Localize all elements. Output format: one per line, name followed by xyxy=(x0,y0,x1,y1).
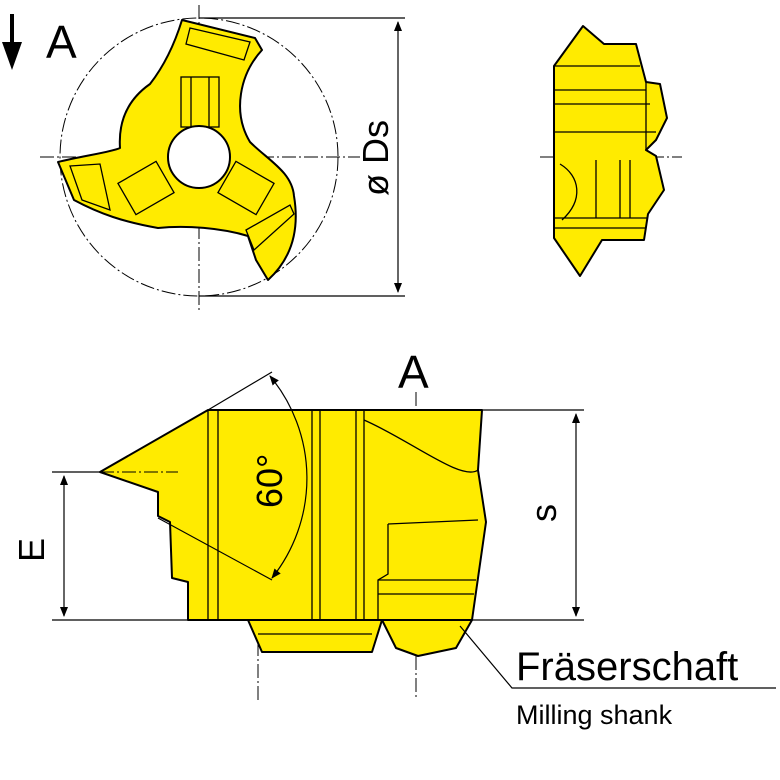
height-label: E xyxy=(11,538,52,562)
screw-pocket xyxy=(217,160,275,216)
top-view: ø Ds xyxy=(40,5,405,310)
diameter-label: ø Ds xyxy=(355,120,396,196)
lobe-facet xyxy=(69,163,111,212)
down-arrow-icon xyxy=(2,14,22,70)
callout-leader xyxy=(459,625,776,689)
side-view xyxy=(540,25,682,277)
center-bore xyxy=(167,125,231,189)
shank-callout: Fräserschaft Milling shank xyxy=(459,625,776,730)
insert-side-outline xyxy=(553,25,668,277)
lobe-facet xyxy=(185,27,251,61)
insert-front-outline xyxy=(99,409,487,621)
view-marker-label: A xyxy=(46,16,77,68)
callout-title-de: Fräserschaft xyxy=(516,645,738,689)
screw-pocket xyxy=(117,160,175,216)
lobe-facet xyxy=(245,204,295,252)
width-label: s xyxy=(523,504,564,522)
angle-label: 60° xyxy=(249,454,290,508)
front-view: A 60° E s xyxy=(11,346,584,700)
angle-dimension-arc xyxy=(269,375,308,579)
callout-title-en: Milling shank xyxy=(516,700,673,730)
front-view-label: A xyxy=(398,346,429,398)
shank-bottom-left xyxy=(247,619,383,653)
view-marker: A xyxy=(2,14,77,70)
shank-bottom-right xyxy=(381,619,473,657)
